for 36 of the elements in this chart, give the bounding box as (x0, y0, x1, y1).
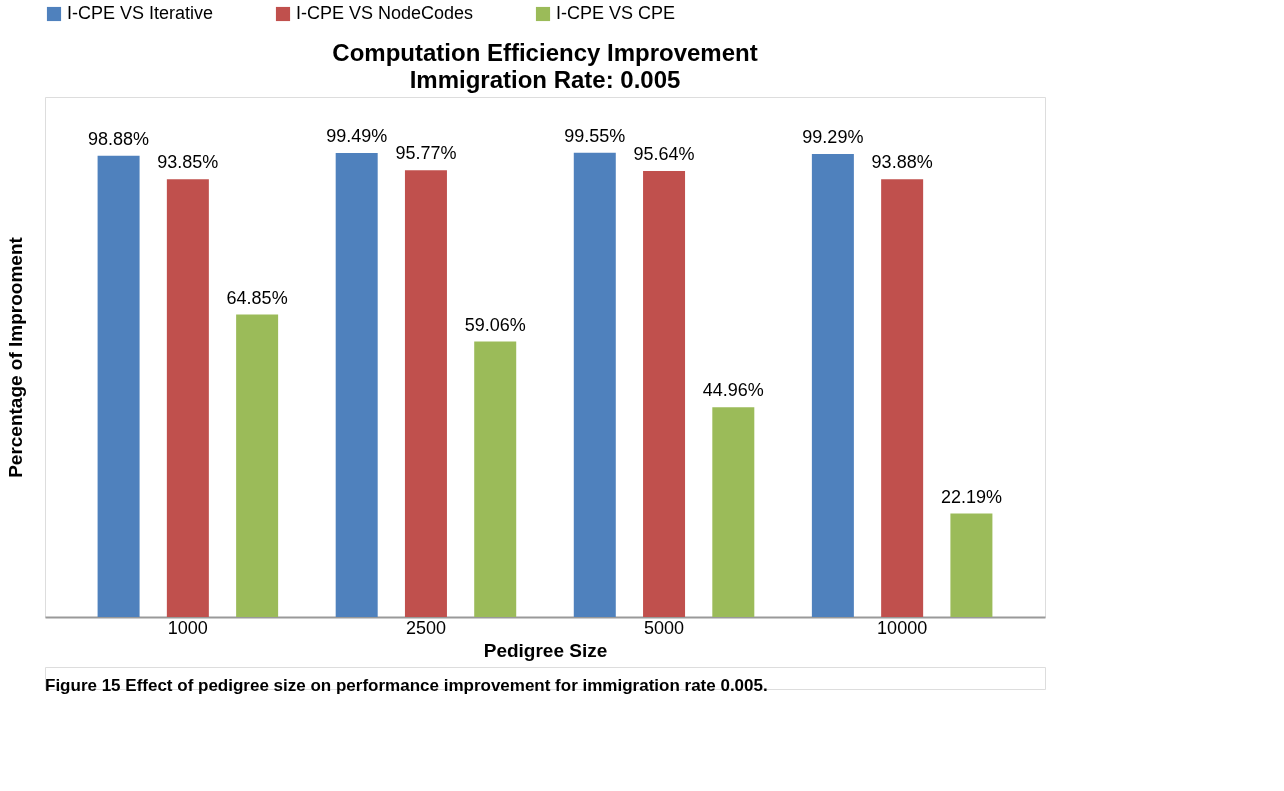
data-label: 99.49% (326, 125, 388, 146)
data-label: 59.06% (464, 314, 526, 335)
data-label: 93.88% (871, 152, 933, 173)
bar (881, 179, 924, 617)
data-label: 95.64% (633, 143, 695, 164)
bar (712, 407, 755, 617)
bar (335, 152, 378, 617)
x-tick-label: 2500 (405, 617, 446, 638)
x-axis-title: Pedigree Size (483, 639, 608, 661)
legend-label: I-CPE VS CPE (556, 3, 676, 23)
data-label: 93.85% (157, 152, 219, 173)
data-label: 99.29% (802, 126, 864, 147)
bar (950, 513, 993, 617)
data-label: 98.88% (88, 128, 150, 149)
data-label: 44.96% (702, 380, 764, 401)
bar (643, 170, 686, 617)
y-axis-title: Percentage of Improoment (4, 236, 26, 478)
x-tick-label: 5000 (644, 617, 685, 638)
data-label: 64.85% (226, 287, 288, 308)
legend-label: I-CPE VS Iterative (67, 3, 214, 23)
chart-subtitle: Immigration Rate: 0.005 (409, 66, 681, 93)
data-label: 99.55% (564, 125, 626, 146)
x-tick-label: 1000 (167, 617, 208, 638)
data-label: 22.19% (940, 486, 1002, 507)
bar (404, 170, 447, 617)
chart-title: Computation Efficiency Improvement (332, 39, 758, 66)
bar (573, 152, 616, 617)
bar (811, 153, 854, 617)
bar (97, 155, 140, 617)
legend-label: I-CPE VS NodeCodes (296, 3, 474, 23)
caption: Figure 15 Effect of pedigree size on performance improvement for immigration rate 0.005. (45, 676, 768, 695)
x-tick-label: 10000 (877, 617, 928, 638)
bar (474, 341, 517, 617)
bar (236, 314, 279, 617)
bar (166, 179, 209, 617)
data-label: 95.77% (395, 143, 457, 164)
